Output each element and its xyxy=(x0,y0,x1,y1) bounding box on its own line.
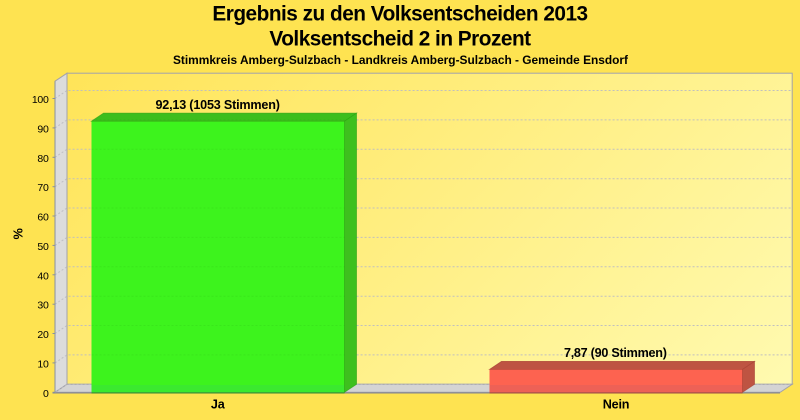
svg-text:7,87 (90 Stimmen): 7,87 (90 Stimmen) xyxy=(564,346,667,360)
svg-text:Ja: Ja xyxy=(211,398,226,412)
svg-text:50: 50 xyxy=(37,241,49,253)
svg-text:10: 10 xyxy=(37,358,49,370)
svg-text:70: 70 xyxy=(37,182,49,194)
svg-text:92,13 (1053 Stimmen): 92,13 (1053 Stimmen) xyxy=(155,98,279,112)
svg-text:Nein: Nein xyxy=(603,398,630,412)
svg-text:60: 60 xyxy=(37,212,49,224)
svg-text:Stimmkreis Amberg-Sulzbach - L: Stimmkreis Amberg-Sulzbach - Landkreis A… xyxy=(173,53,628,67)
svg-text:30: 30 xyxy=(37,300,49,312)
svg-text:90: 90 xyxy=(37,123,49,135)
svg-text:Ergebnis zu den Volksentscheid: Ergebnis zu den Volksentscheiden 2013 xyxy=(212,2,587,25)
svg-text:80: 80 xyxy=(37,153,49,165)
svg-text:40: 40 xyxy=(37,270,49,282)
svg-text:20: 20 xyxy=(37,329,49,341)
svg-text:0: 0 xyxy=(43,388,49,400)
svg-text:100: 100 xyxy=(32,94,49,106)
svg-text:%: % xyxy=(11,227,26,239)
svg-text:Volksentscheid 2 in Prozent: Volksentscheid 2 in Prozent xyxy=(269,27,531,50)
